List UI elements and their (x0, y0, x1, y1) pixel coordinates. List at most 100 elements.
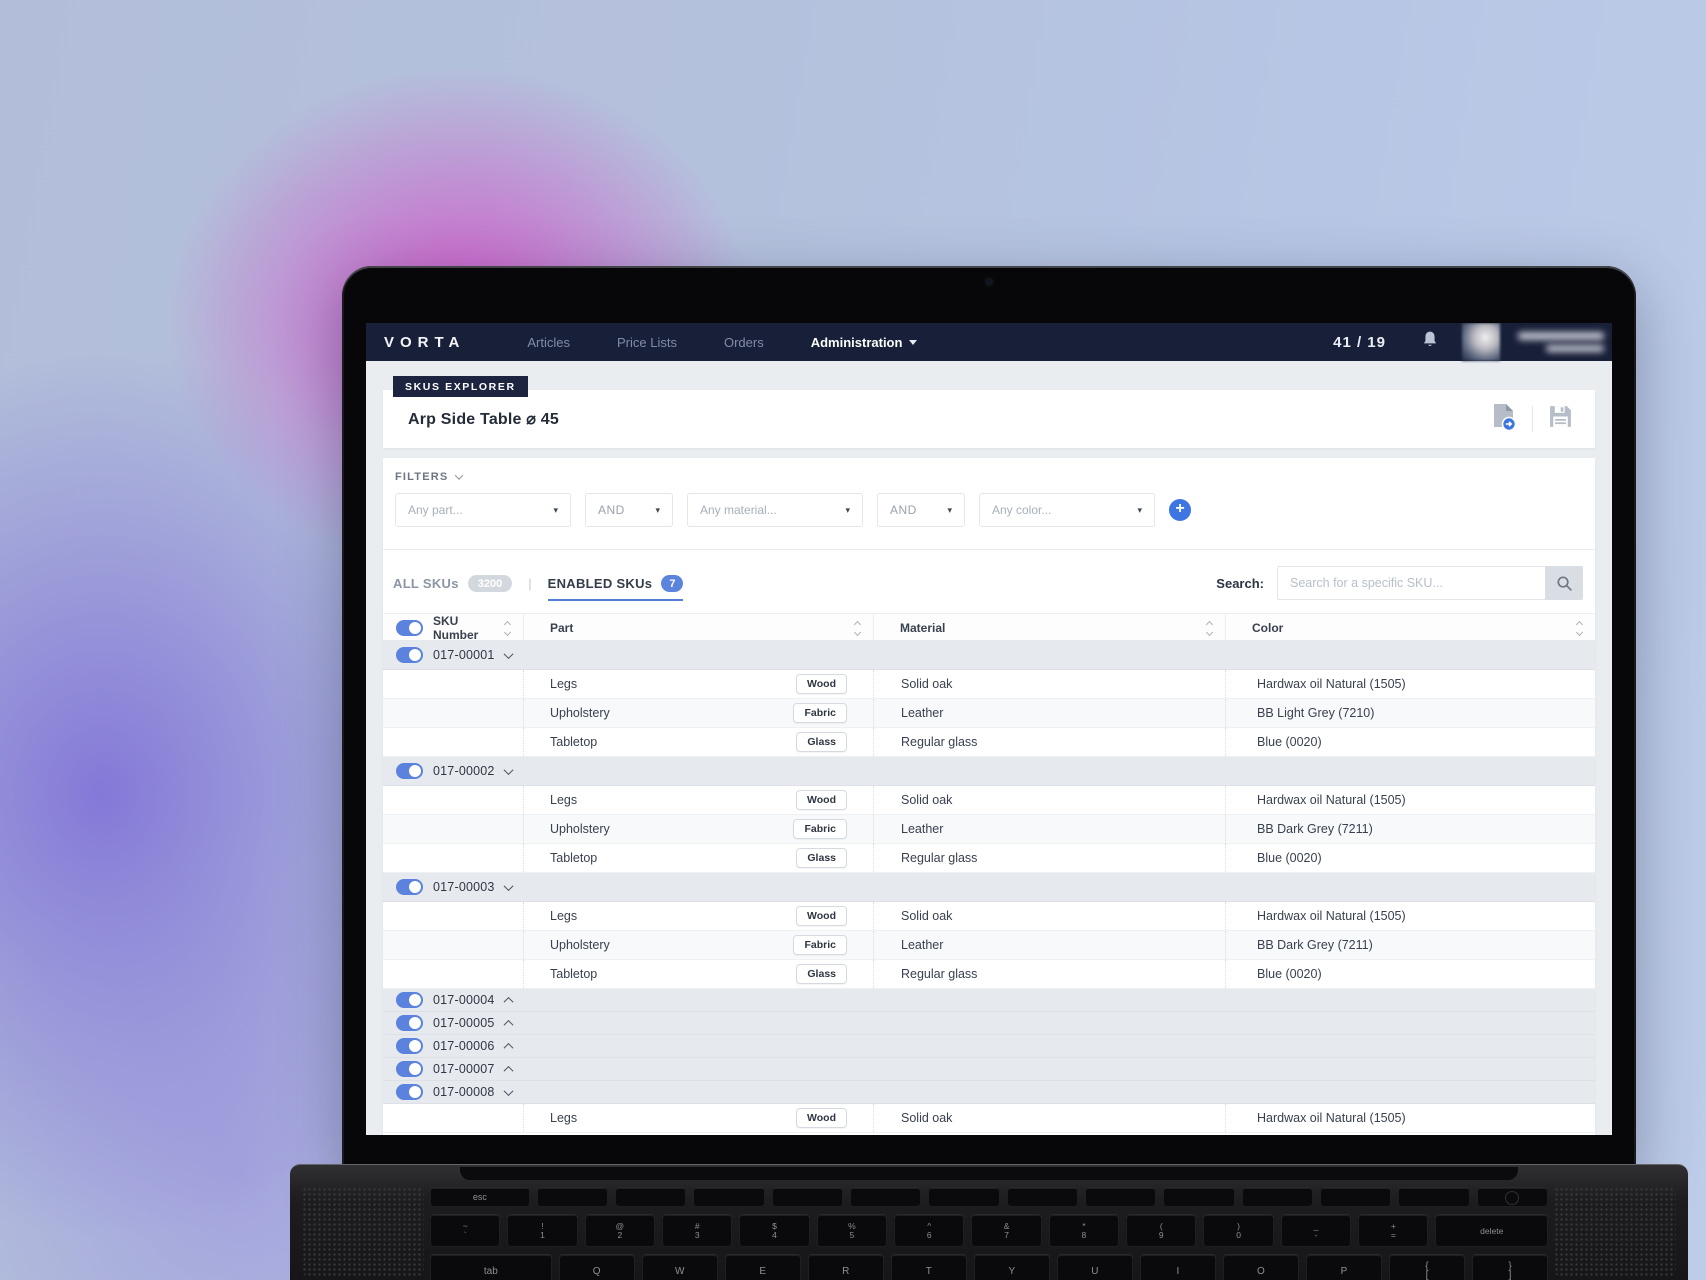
toggle-switch[interactable] (396, 763, 423, 779)
key-9[interactable]: ( 9 (1126, 1214, 1197, 1247)
key-e[interactable]: E (724, 1254, 801, 1280)
nav-link-price-lists[interactable]: Price Lists (617, 334, 677, 350)
key-blank[interactable] (615, 1187, 687, 1207)
key-6[interactable]: ^ 6 (894, 1214, 965, 1247)
key-o[interactable]: O (1222, 1254, 1299, 1280)
key-t[interactable]: T (890, 1254, 967, 1280)
key-blank[interactable] (1319, 1187, 1392, 1207)
key-u[interactable]: U (1056, 1254, 1133, 1280)
sku-group-row[interactable]: 017-00003 (383, 873, 1595, 902)
header-part[interactable]: Part (523, 614, 873, 642)
chevron-up-icon[interactable] (503, 1019, 514, 1030)
chevron-down-icon[interactable] (503, 648, 514, 659)
part-row[interactable]: Legs Wood Solid oak Hardwax oil Natural (15… (383, 786, 1595, 815)
key-p[interactable]: P (1305, 1254, 1382, 1280)
key-2[interactable]: @ 2 (584, 1214, 656, 1247)
key-blank[interactable] (1085, 1187, 1157, 1207)
part-row[interactable]: Legs Wood Solid oak Hardwax oil Natural (15… (383, 670, 1595, 699)
part-row[interactable]: Upholstery Fabric Leather BB Light Grey (72… (383, 699, 1595, 728)
key--[interactable]: _ - (1280, 1214, 1352, 1247)
part-row[interactable]: Tabletop Glass Regular glass Blue (0020) (383, 728, 1595, 757)
filters-toggle[interactable]: FILTERS (395, 471, 1583, 483)
part-row[interactable]: Legs Wood Solid oak Hardwax oil Natural (15… (383, 1104, 1595, 1133)
key-[[interactable]: { [ (1388, 1254, 1465, 1280)
nav-link-orders[interactable]: Orders (723, 334, 764, 350)
key-q[interactable]: Q (558, 1254, 635, 1280)
part-row[interactable]: Upholstery Fabric Leather BB Dark Grey (721… (383, 931, 1595, 960)
key-i[interactable]: I (1139, 1254, 1216, 1280)
sku-group-row[interactable]: 017-00002 (383, 757, 1595, 786)
toggle-switch[interactable] (396, 647, 423, 663)
chevron-up-icon[interactable] (503, 1065, 514, 1076)
key-3[interactable]: # 3 (662, 1214, 733, 1247)
header-color[interactable]: Color (1225, 614, 1595, 642)
part-row[interactable]: Upholstery Fabric Leather BB Dark Grey (721… (383, 815, 1595, 844)
user-avatar[interactable] (1462, 323, 1500, 361)
key-blank[interactable] (1006, 1187, 1079, 1207)
sku-group-row[interactable]: 017-00006 (383, 1035, 1595, 1058)
part-row[interactable]: Tabletop Glass Regular glass Blue (0020) (383, 960, 1595, 989)
key-][interactable]: } ] (1471, 1254, 1549, 1280)
header-sku-number[interactable]: SKU Number (383, 614, 523, 642)
chevron-down-icon[interactable] (503, 880, 514, 891)
toggle-switch[interactable] (396, 992, 423, 1008)
toggle-switch[interactable] (396, 1061, 423, 1077)
toggle-switch[interactable] (396, 1038, 423, 1054)
key-blank[interactable] (693, 1187, 765, 1207)
operator-dropdown-1[interactable]: AND ▾ (585, 493, 673, 527)
sku-group-row[interactable]: 017-00005 (383, 1012, 1595, 1035)
nav-link-articles[interactable]: Articles (527, 334, 571, 350)
key-=[interactable]: + = (1358, 1214, 1429, 1247)
key-blank[interactable] (850, 1187, 922, 1207)
key-1[interactable]: ! 1 (507, 1214, 578, 1247)
key-r[interactable]: R (807, 1254, 884, 1280)
sort-icon[interactable] (503, 620, 512, 636)
bell-icon[interactable] (1422, 331, 1438, 353)
toggle-all-switch[interactable] (396, 620, 423, 636)
save-icon[interactable] (1548, 404, 1573, 434)
sku-group-row[interactable]: 017-00004 (383, 989, 1595, 1012)
operator-dropdown-2[interactable]: AND ▾ (877, 493, 965, 527)
toggle-switch[interactable] (396, 1015, 423, 1031)
key-blank[interactable] (536, 1187, 609, 1207)
sku-group-row[interactable]: 017-00001 (383, 641, 1595, 670)
key-5[interactable]: % 5 (816, 1214, 888, 1247)
key-`[interactable]: ~ ` (430, 1214, 501, 1247)
chevron-up-icon[interactable] (503, 996, 514, 1007)
sku-group-row[interactable]: 017-00008 (383, 1081, 1595, 1104)
toggle-switch[interactable] (396, 879, 423, 895)
user-name-blurred[interactable] (1500, 323, 1612, 361)
key-blank[interactable] (1398, 1187, 1470, 1207)
key-blank[interactable] (928, 1187, 1000, 1207)
part-filter-dropdown[interactable]: Any part... ▾ (395, 493, 571, 527)
key-delete[interactable]: delete (1435, 1214, 1549, 1247)
chevron-down-icon[interactable] (503, 764, 514, 775)
key-4[interactable]: $ 4 (739, 1214, 810, 1247)
key-blank[interactable] (771, 1187, 844, 1207)
key-y[interactable]: Y (973, 1254, 1050, 1280)
key-blank[interactable] (1163, 1187, 1235, 1207)
sort-icon[interactable] (1205, 620, 1214, 636)
file-export-icon[interactable] (1490, 403, 1517, 436)
tab-enabled-skus[interactable]: ENABLED SKUs 7 (547, 574, 684, 601)
key-tab[interactable]: tab (430, 1254, 552, 1280)
key-0[interactable]: ) 0 (1203, 1214, 1274, 1247)
color-filter-dropdown[interactable]: Any color... ▾ (979, 493, 1155, 527)
chevron-up-icon[interactable] (503, 1042, 514, 1053)
part-row[interactable]: Tabletop Glass Regular glass Blue (0020) (383, 844, 1595, 873)
sku-group-row[interactable]: 017-00007 (383, 1058, 1595, 1081)
key-8[interactable]: * 8 (1048, 1214, 1120, 1247)
key-w[interactable]: W (641, 1254, 718, 1280)
header-material[interactable]: Material (873, 614, 1225, 642)
toggle-switch[interactable] (396, 1084, 423, 1100)
key-touch-id[interactable] (1476, 1187, 1548, 1207)
search-button[interactable] (1545, 566, 1583, 600)
nav-link-administration[interactable]: Administration (811, 335, 918, 350)
brand-logo[interactable]: VORTA (384, 333, 466, 351)
key-blank[interactable] (1241, 1187, 1313, 1207)
key-esc[interactable]: esc (430, 1187, 530, 1207)
material-filter-dropdown[interactable]: Any material... ▾ (687, 493, 863, 527)
chevron-down-icon[interactable] (503, 1085, 514, 1096)
sort-icon[interactable] (1575, 620, 1584, 636)
add-filter-button[interactable]: + (1169, 499, 1191, 521)
